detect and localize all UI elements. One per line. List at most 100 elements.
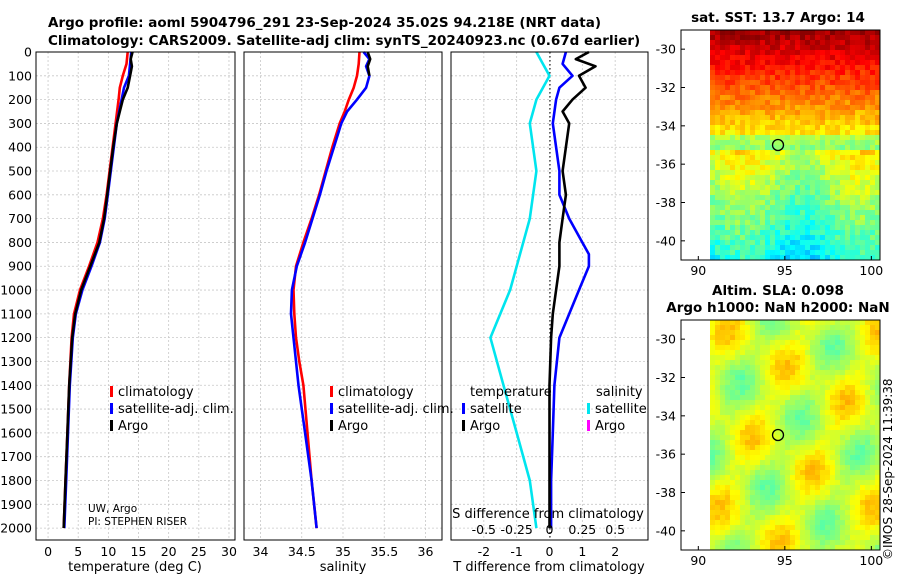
depth-tick-label: 500 [8,164,32,179]
sla-cell [760,375,766,381]
sla-cell [775,380,781,386]
sst-cell [775,105,781,111]
sst-cell [780,55,786,61]
sst-cell [795,55,801,61]
sst-cell [795,200,801,206]
sst-cell [765,105,771,111]
sla-cell [780,340,786,346]
sst-cell [825,255,831,261]
sst-cell [750,105,756,111]
sla-cell [815,370,821,376]
sst-cell [860,145,866,151]
sla-cell [840,495,846,501]
imos-credit: ©IMOS 28-Sep-2024 11:39:38 [881,378,895,560]
sla-cell [825,330,831,336]
sla-cell [715,340,721,346]
sst-cell [735,195,741,201]
sst-cell [755,210,761,216]
sst-cell [715,225,721,231]
sst-cell [820,80,826,86]
sla-cell [730,475,736,481]
temperature-series [62,51,134,529]
sla-cell [735,465,741,471]
sst-cell [720,125,726,131]
sla-cell [765,480,771,486]
sst-cell [810,105,816,111]
sla-cell [765,400,771,406]
diff-legend-marker-temp-argo [462,420,465,431]
sla-cell [865,405,871,411]
sst-cell [870,35,876,41]
sla-cell [745,405,751,411]
sst-cell [820,85,826,91]
sla-cell [820,480,826,486]
sla-cell [770,345,776,351]
sst-cell [875,235,881,241]
sla-cell [860,330,866,336]
sla-cell [780,475,786,481]
sst-cell [820,150,826,156]
sst-cell [765,120,771,126]
sst-cell [790,185,796,191]
sla-cell [740,385,746,391]
sst-cell [720,145,726,151]
sla-cell [825,435,831,441]
sla-cell [725,495,731,501]
sla-cell [825,480,831,486]
sla-cell [740,350,746,356]
sla-cell [750,475,756,481]
sst-cell [730,60,736,66]
sla-cell [710,390,716,396]
sla-cell [820,365,826,371]
sla-cell [755,415,761,421]
sla-cell [865,475,871,481]
sla-cell [710,405,716,411]
sla-cell [870,415,876,421]
sla-cell [780,350,786,356]
sst-cell [790,140,796,146]
sst-cell [725,80,731,86]
sla-cell [805,410,811,416]
sla-cell [800,505,806,511]
sla-cell [765,465,771,471]
sst-cell [875,185,881,191]
sst-cell [740,205,746,211]
sla-cell [735,410,741,416]
sla-cell [785,505,791,511]
sla-cell [860,410,866,416]
sst-cell [730,205,736,211]
sla-cell [760,345,766,351]
sst-cell [850,105,856,111]
sst-cell [855,35,861,41]
sst-cell [800,135,806,141]
sst-cell [745,235,751,241]
sst-cell [800,200,806,206]
sst-cell [785,205,791,211]
sst-cell [820,245,826,251]
sst-cell [860,250,866,256]
sla-cell [795,525,801,531]
sla-cell [795,430,801,436]
sst-cell [740,90,746,96]
sla-cell [790,505,796,511]
sla-cell [725,390,731,396]
sla-cell [790,330,796,336]
sst-cell [795,100,801,106]
sla-cell [825,360,831,366]
sla-cell [870,435,876,441]
sla-cell [755,445,761,451]
sla-cell [845,385,851,391]
sla-cell [790,350,796,356]
sla-cell [855,380,861,386]
sla-cell [750,330,756,336]
sla-cell [845,425,851,431]
sst-cell [820,105,826,111]
sla-cell [840,510,846,516]
sla-cell [740,505,746,511]
sst-cell [750,250,756,256]
sst-cell [825,230,831,236]
sst-cell [845,140,851,146]
sla-cell [745,400,751,406]
sla-cell [730,445,736,451]
sla-cell [730,395,736,401]
